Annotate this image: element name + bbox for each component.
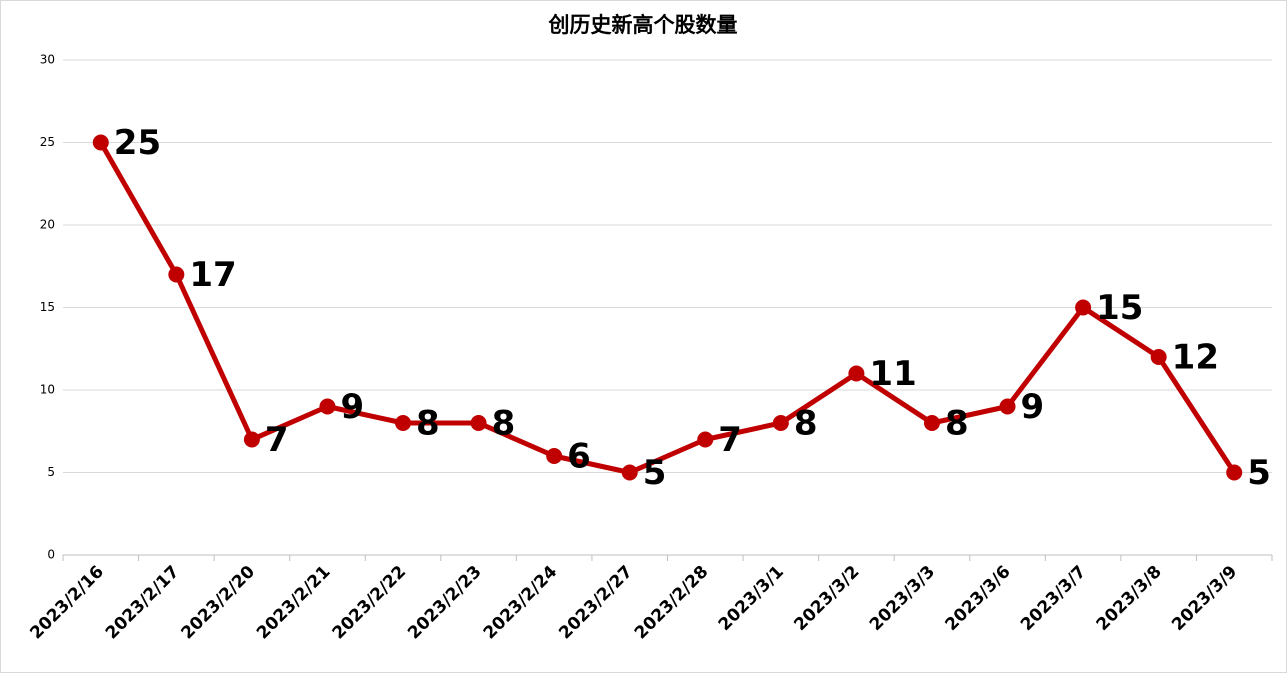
data-point [546,448,563,464]
data-point [1150,349,1167,365]
data-label: 8 [492,404,516,444]
y-tick-label: 15 [40,300,55,314]
data-point [319,398,336,415]
data-point [621,464,638,481]
data-label: 8 [794,404,818,444]
chart-title: 创历史新高个股数量 [548,13,738,37]
data-label: 6 [567,437,591,477]
data-point [999,398,1016,415]
y-tick-label: 10 [40,383,55,397]
data-point [923,415,940,431]
data-label: 7 [718,420,742,460]
data-label: 7 [265,420,289,460]
data-point [470,415,487,431]
data-point [772,415,789,431]
y-tick-label: 5 [47,465,55,479]
y-tick-label: 20 [40,218,55,232]
data-label: 8 [945,404,969,444]
data-point [1075,299,1092,316]
y-tick-label: 25 [40,135,55,149]
data-label: 15 [1096,288,1143,328]
data-label: 5 [643,453,667,493]
data-point [848,365,865,382]
data-label: 5 [1247,453,1271,493]
data-point [168,266,185,283]
data-point [697,431,714,448]
y-tick-label: 30 [40,53,55,67]
data-label: 9 [340,387,364,427]
data-line [98,141,1237,475]
data-point [243,431,260,448]
data-label: 12 [1172,338,1219,378]
data-label: 8 [416,404,440,444]
data-point [92,134,109,151]
data-label: 17 [189,255,236,295]
data-label: 9 [1021,387,1045,427]
y-tick-label: 0 [47,548,55,562]
data-label: 25 [114,123,161,163]
data-point [395,415,412,431]
data-point [1226,464,1243,481]
data-label: 11 [869,354,916,394]
